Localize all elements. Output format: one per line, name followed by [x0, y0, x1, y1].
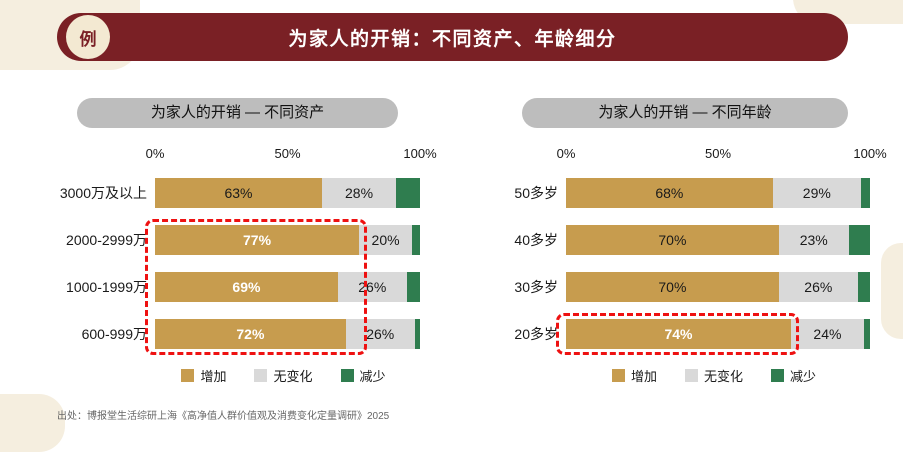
- chart-title-age: 为家人的开销 — 不同年龄: [522, 98, 848, 128]
- decrease-swatch-icon: [771, 369, 784, 382]
- legend-item-nochange: 无变化: [684, 366, 743, 385]
- example-badge: 例: [66, 15, 110, 59]
- bar-segment-nochange: 28%: [321, 178, 397, 208]
- title-banner: 为家人的开销：不同资产、年龄细分: [57, 13, 848, 61]
- bar-segment-nochange: 26%: [337, 272, 407, 302]
- legend: 增加 无变化 减少: [147, 366, 420, 385]
- x-axis: 0% 50% 100%: [557, 144, 887, 164]
- legend-item-decrease: 减少: [340, 366, 386, 385]
- legend-label: 无变化: [273, 369, 313, 384]
- bar-row: 600-999万 72% 26%: [55, 319, 420, 349]
- category-label: 600-999万: [81, 326, 147, 342]
- x-axis: 0% 50% 100%: [146, 144, 437, 164]
- bar-segment-increase: 68%: [566, 178, 773, 208]
- bar-row: 40多岁 70% 23%: [500, 225, 870, 255]
- axis-tick: 50%: [274, 146, 301, 161]
- chart-title-assets: 为家人的开销 — 不同资产: [76, 98, 399, 128]
- legend-item-nochange: 无变化: [254, 366, 313, 385]
- bar-segment-increase: 69%: [155, 272, 338, 302]
- legend-item-increase: 增加: [611, 366, 657, 385]
- bar-row: 50多岁 68% 29%: [500, 178, 870, 208]
- nochange-swatch-icon: [254, 369, 268, 382]
- bar-track: 70% 26%: [566, 272, 870, 302]
- bar-segment-increase: 72%: [155, 319, 346, 349]
- nochange-swatch-icon: [684, 369, 698, 382]
- bar-track: 77% 20%: [155, 225, 420, 255]
- axis-tick: 100%: [853, 146, 887, 161]
- category-label: 30多岁: [514, 279, 558, 295]
- bar-track: 68% 29%: [566, 178, 870, 208]
- axis-tick: 100%: [403, 146, 437, 161]
- bar-segment-nochange: 26%: [345, 319, 415, 349]
- bar-segment-decrease: [414, 319, 420, 349]
- legend-label: 无变化: [703, 369, 743, 384]
- bar-rows: 3000万及以上 63% 28% 2000-2999万 77% 20% 1000-1999万…: [55, 178, 420, 349]
- bar-row: 30多岁 70% 26%: [500, 272, 870, 302]
- decorative-shape-right: [881, 243, 903, 339]
- source-note: 出处：博报堂生活综研上海《高净值人群价值观及消费变化定量调研》2025: [57, 411, 390, 422]
- legend-item-increase: 增加: [181, 366, 226, 385]
- bar-track: 69% 26%: [155, 272, 420, 302]
- chart-by-age: 为家人的开销 — 不同年龄 0% 50% 100% 50多岁 68% 29% 40多岁…: [500, 98, 887, 385]
- chart-by-assets: 为家人的开销 — 不同资产 0% 50% 100% 3000万及以上 63% 28%…: [55, 98, 437, 385]
- legend: 增加 无变化 减少: [558, 366, 870, 385]
- bar-row: 3000万及以上 63% 28%: [55, 178, 420, 208]
- bar-segment-nochange: 20%: [359, 225, 413, 255]
- decorative-shape-bottom-left: [0, 394, 65, 452]
- plot-area: 0% 50% 100% 50多岁 68% 29% 40多岁 70% 23% 30多岁 70% 2…: [500, 144, 887, 355]
- bar-segment-decrease: [860, 178, 870, 208]
- bar-segment-nochange: 29%: [772, 178, 861, 208]
- bar-segment-increase: 63%: [155, 178, 322, 208]
- legend-item-decrease: 减少: [771, 366, 816, 385]
- legend-label: 减少: [790, 369, 817, 384]
- bar-segment-decrease: [396, 178, 420, 208]
- increase-swatch-icon: [611, 369, 625, 382]
- bar-segment-decrease: [863, 319, 870, 349]
- category-label: 20多岁: [514, 326, 558, 342]
- bar-segment-decrease: [857, 272, 870, 302]
- category-label: 1000-1999万: [66, 279, 147, 295]
- axis-tick: 0%: [145, 146, 165, 161]
- legend-label: 增加: [200, 369, 227, 384]
- category-label: 2000-2999万: [66, 232, 147, 248]
- page-title: 为家人的开销：不同资产、年龄细分: [288, 28, 617, 50]
- plot-area: 0% 50% 100% 3000万及以上 63% 28% 2000-2999万 77% 2…: [55, 144, 437, 355]
- bar-segment-decrease: [848, 225, 870, 255]
- decrease-swatch-icon: [340, 369, 354, 382]
- bar-row: 1000-1999万 69% 26%: [55, 272, 420, 302]
- axis-tick: 0%: [556, 146, 576, 161]
- bar-segment-increase: 77%: [155, 225, 360, 255]
- bar-segment-nochange: 24%: [790, 319, 864, 349]
- bar-segment-increase: 70%: [566, 272, 779, 302]
- bar-track: 74% 24%: [566, 319, 870, 349]
- bar-segment-increase: 74%: [566, 319, 791, 349]
- bar-segment-increase: 70%: [566, 225, 779, 255]
- category-label: 50多岁: [514, 185, 558, 201]
- bar-segment-nochange: 23%: [778, 225, 849, 255]
- bar-track: 72% 26%: [155, 319, 420, 349]
- bar-track: 70% 23%: [566, 225, 870, 255]
- bar-segment-decrease: [412, 225, 420, 255]
- category-label: 40多岁: [514, 232, 558, 248]
- bar-segment-nochange: 26%: [778, 272, 858, 302]
- increase-swatch-icon: [181, 369, 195, 382]
- axis-tick: 50%: [704, 146, 732, 161]
- bar-rows: 50多岁 68% 29% 40多岁 70% 23% 30多岁 70% 26% 20多岁 74% 24%: [500, 178, 870, 349]
- bar-row: 2000-2999万 77% 20%: [55, 225, 420, 255]
- legend-label: 增加: [630, 369, 657, 384]
- legend-label: 减少: [359, 369, 386, 384]
- category-label: 3000万及以上: [59, 185, 147, 201]
- bar-track: 63% 28%: [155, 178, 420, 208]
- bar-row: 20多岁 74% 24%: [500, 319, 870, 349]
- bar-segment-decrease: [406, 272, 420, 302]
